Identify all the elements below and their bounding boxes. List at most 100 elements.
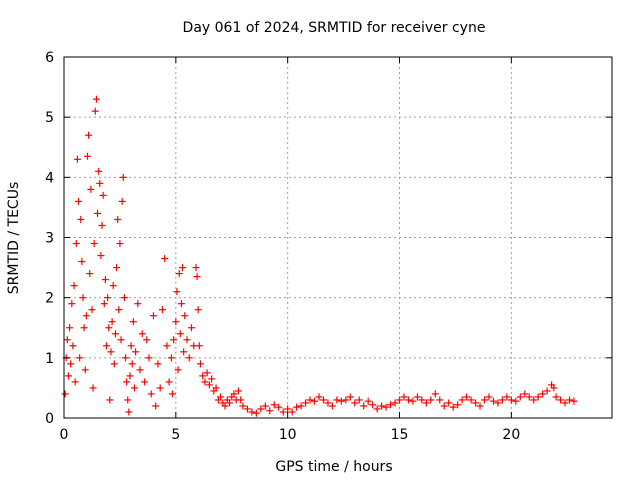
data-point: [180, 348, 188, 356]
data-point: [117, 336, 125, 344]
data-point: [288, 408, 296, 416]
data-point: [168, 390, 176, 398]
data-point: [418, 396, 426, 404]
data-point: [158, 306, 166, 314]
axis-ticks: 0 5 10 15 20 0 1 2 3 4 5 6: [45, 50, 612, 443]
data-point: [145, 354, 153, 362]
data-point: [107, 348, 115, 356]
data-point: [297, 402, 305, 410]
x-tick-label: 10: [279, 427, 297, 443]
x-tick-label: 5: [171, 427, 180, 443]
data-point: [550, 384, 558, 392]
data-point: [95, 167, 103, 175]
data-point: [445, 399, 453, 407]
data-point: [400, 393, 408, 401]
data-point: [194, 306, 202, 314]
data-point: [96, 179, 104, 187]
data-point: [81, 366, 89, 374]
data-point: [261, 402, 269, 410]
data-point: [172, 318, 180, 326]
data-point: [342, 396, 350, 404]
data-point: [481, 396, 489, 404]
data-point: [101, 276, 109, 284]
data-point: [324, 399, 332, 407]
data-point: [212, 384, 220, 392]
data-point: [152, 402, 160, 410]
data-point: [105, 324, 113, 332]
data-point: [68, 300, 76, 308]
data-point: [119, 173, 127, 181]
data-point: [346, 393, 354, 401]
data-points: [61, 95, 578, 417]
data-point: [64, 372, 72, 380]
data-point: [463, 393, 471, 401]
x-tick-label: 0: [60, 427, 69, 443]
data-point: [552, 393, 560, 401]
chart-title: Day 061 of 2024, SRMTID for receiver cyn…: [183, 20, 486, 36]
data-point: [129, 318, 137, 326]
data-point: [185, 354, 193, 362]
data-point: [183, 336, 191, 344]
data-point: [396, 396, 404, 404]
data-point: [165, 378, 173, 386]
data-point: [275, 403, 283, 411]
data-point: [507, 396, 515, 404]
data-point: [440, 402, 448, 410]
data-point: [143, 336, 151, 344]
data-point: [177, 300, 185, 308]
data-point: [243, 405, 251, 413]
data-point: [302, 399, 310, 407]
data-point: [154, 360, 162, 368]
data-point: [111, 330, 119, 338]
data-point: [98, 221, 106, 229]
data-point: [82, 312, 90, 320]
data-point: [521, 390, 529, 398]
data-point: [195, 342, 203, 350]
y-tick-label: 5: [45, 110, 54, 126]
data-point: [116, 240, 124, 248]
data-point: [70, 282, 78, 290]
data-point: [199, 372, 207, 380]
data-point: [163, 342, 171, 350]
data-point: [156, 384, 164, 392]
data-point: [167, 354, 175, 362]
data-point: [181, 312, 189, 320]
data-point: [80, 324, 88, 332]
data-point: [122, 354, 130, 362]
data-point: [124, 396, 132, 404]
data-point: [404, 396, 412, 404]
data-point: [176, 330, 184, 338]
data-point: [89, 384, 97, 392]
data-point: [132, 348, 140, 356]
data-point: [134, 300, 142, 308]
data-point: [391, 399, 399, 407]
data-point: [239, 402, 247, 410]
data-point: [270, 401, 278, 409]
data-point: [147, 390, 155, 398]
data-point: [226, 399, 234, 407]
data-point: [422, 399, 430, 407]
data-point: [187, 324, 195, 332]
data-point: [476, 402, 484, 410]
data-point: [141, 378, 149, 386]
data-point: [311, 397, 319, 405]
data-point: [217, 393, 225, 401]
data-point: [570, 397, 578, 405]
data-point: [449, 403, 457, 411]
data-point: [355, 396, 363, 404]
data-point: [76, 354, 84, 362]
data-point: [516, 393, 524, 401]
data-point: [252, 409, 260, 417]
data-point: [170, 336, 178, 344]
y-tick-label: 4: [45, 170, 54, 186]
data-point: [530, 396, 538, 404]
data-point: [472, 399, 480, 407]
data-point: [279, 408, 287, 416]
data-point: [123, 378, 131, 386]
y-tick-label: 2: [45, 291, 54, 307]
data-point: [125, 408, 133, 416]
data-point: [77, 215, 85, 223]
y-tick-label: 3: [45, 231, 54, 247]
data-point: [88, 306, 96, 314]
